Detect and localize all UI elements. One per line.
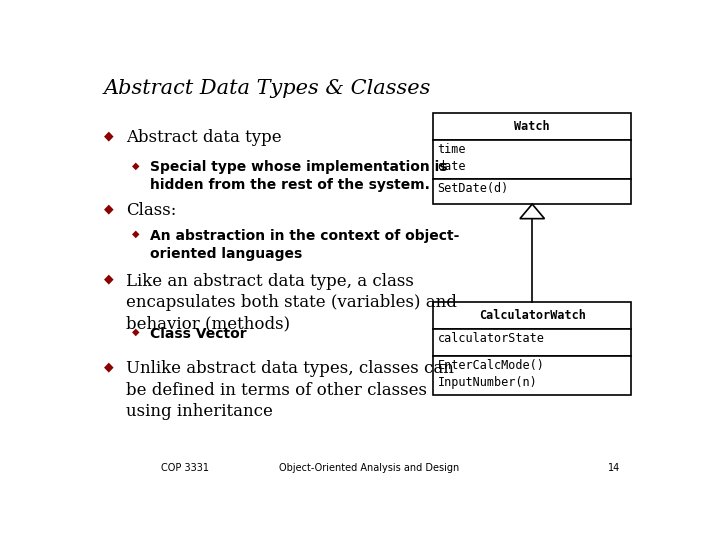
Text: Class:: Class: [126,202,176,219]
Bar [433,356,631,395]
Text: 14: 14 [608,463,621,473]
Text: Watch: Watch [514,120,550,133]
Text: calculatorState: calculatorState [438,332,544,345]
Bar [433,302,631,329]
Text: ◆: ◆ [104,202,114,215]
Text: An abstraction in the context of object-
oriented languages: An abstraction in the context of object-… [150,229,459,261]
Text: Class Vector: Class Vector [150,327,247,341]
Text: ◆: ◆ [104,273,114,286]
Text: ◆: ◆ [132,229,140,239]
Text: Like an abstract data type, a class
encapsulates both state (variables) and
beha: Like an abstract data type, a class enca… [126,273,457,333]
Text: Special type whose implementation is
hidden from the rest of the system.: Special type whose implementation is hid… [150,160,448,192]
Text: ◆: ◆ [104,129,114,142]
Text: Abstract data type: Abstract data type [126,129,282,146]
Bar [433,140,631,179]
Text: EnterCalcMode()
InputNumber(n): EnterCalcMode() InputNumber(n) [438,359,544,389]
Text: SetDate(d): SetDate(d) [438,183,509,195]
Text: time
date: time date [438,143,466,173]
Bar [433,179,631,204]
Text: Unlike abstract data types, classes can
be defined in terms of other classes
usi: Unlike abstract data types, classes can … [126,360,454,420]
Text: CalculatorWatch: CalculatorWatch [479,309,585,322]
Text: ◆: ◆ [132,327,140,337]
Text: Abstract Data Types & Classes: Abstract Data Types & Classes [104,79,431,98]
Text: ◆: ◆ [132,160,140,171]
Text: ◆: ◆ [104,360,114,373]
Text: Object-Oriented Analysis and Design: Object-Oriented Analysis and Design [279,463,459,473]
Text: COP 3331: COP 3331 [161,463,209,473]
Bar [433,113,631,140]
Bar [433,329,631,356]
